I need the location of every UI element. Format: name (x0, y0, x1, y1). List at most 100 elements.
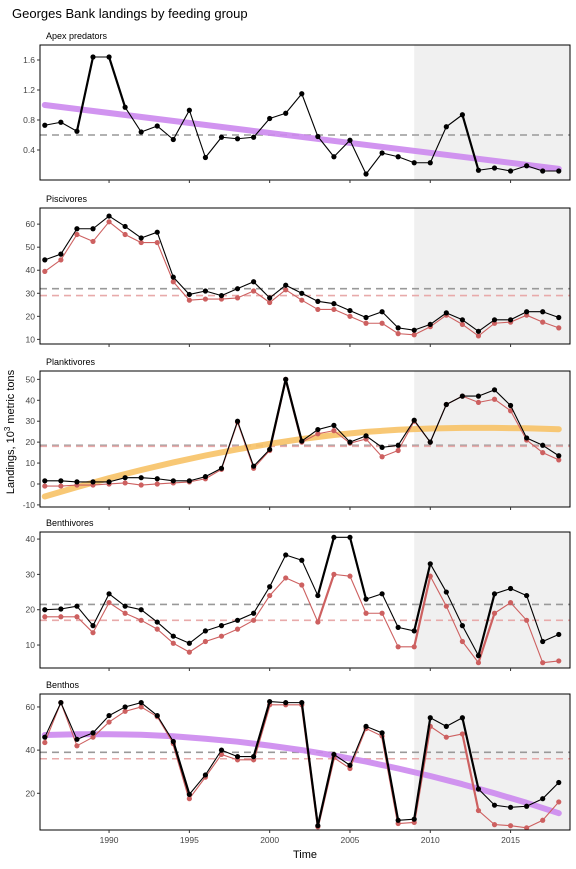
total-point (331, 301, 337, 307)
managed-point (331, 306, 337, 313)
managed-segment (526, 620, 544, 663)
total-point (443, 723, 449, 729)
total-segment (526, 595, 544, 642)
total-point (251, 134, 257, 140)
y-tick-label: 10 (26, 334, 36, 344)
total-segment (253, 118, 271, 138)
managed-point (251, 617, 257, 623)
x-tick-label: 1990 (100, 835, 119, 845)
total-point (299, 438, 305, 444)
total-segment (44, 608, 61, 611)
total-point (540, 638, 546, 645)
total-segment (445, 591, 463, 626)
managed-segment (398, 821, 415, 825)
total-point (58, 478, 64, 484)
managed-segment (429, 725, 447, 738)
managed-segment (173, 481, 190, 484)
managed-point (379, 610, 385, 616)
total-point (556, 314, 562, 321)
total-segment (60, 121, 78, 132)
total-point (491, 591, 498, 597)
managed-segment (269, 577, 287, 596)
managed-segment (125, 482, 142, 486)
managed-segment (381, 322, 399, 335)
total-segment (221, 136, 238, 140)
total-point (524, 309, 530, 315)
managed-point (138, 617, 144, 623)
managed-segment (92, 483, 110, 486)
managed-point (475, 807, 482, 814)
managed-point (170, 640, 176, 646)
managed-segment (92, 221, 110, 242)
total-point (218, 465, 225, 471)
total-segment (413, 563, 432, 632)
total-segment (156, 125, 174, 140)
total-point (106, 213, 112, 219)
managed-point (122, 231, 128, 238)
managed-segment (494, 398, 511, 412)
managed-segment (510, 602, 528, 621)
total-segment (301, 93, 319, 137)
total-point (234, 754, 241, 760)
total-point (443, 589, 449, 595)
managed-point (283, 287, 289, 293)
managed-point (186, 796, 192, 802)
managed-point (507, 600, 514, 606)
total-segment (398, 327, 415, 331)
total-point (507, 804, 514, 810)
managed-segment (253, 290, 270, 303)
total-point (524, 592, 530, 599)
managed-segment (333, 573, 351, 577)
total-point (315, 592, 321, 599)
total-point (556, 453, 562, 459)
managed-point (122, 610, 128, 616)
total-segment (60, 480, 77, 483)
total-point (363, 596, 369, 602)
managed-point (74, 614, 80, 620)
total-segment (349, 140, 367, 175)
total-point (395, 442, 401, 448)
total-segment (124, 106, 142, 133)
total-point (234, 418, 241, 424)
total-segment (413, 717, 432, 820)
panel-piscivores: Piscivores 10 20 30 40 50 60 (26, 194, 571, 347)
total-point (106, 479, 112, 485)
y-tick-label: 1.6 (23, 55, 35, 65)
total-point (58, 700, 64, 706)
total-segment (92, 715, 110, 734)
managed-point (540, 450, 546, 456)
total-segment (430, 717, 447, 727)
managed-point (411, 644, 417, 650)
managed-segment (461, 641, 479, 664)
total-point (267, 115, 273, 122)
total-point (443, 401, 449, 408)
total-segment (124, 702, 142, 708)
total-segment (76, 605, 94, 626)
total-segment (237, 281, 254, 290)
managed-segment (349, 315, 367, 324)
total-segment (429, 126, 447, 163)
total-segment (365, 725, 383, 734)
total-segment (365, 435, 383, 448)
total-segment (494, 804, 511, 808)
total-segment (510, 311, 527, 321)
total-segment (221, 619, 238, 627)
panel-border (39, 531, 571, 669)
managed-segment (526, 439, 544, 454)
managed-point (186, 649, 192, 655)
total-point (379, 150, 385, 156)
managed-segment (188, 776, 206, 800)
managed-segment (381, 613, 399, 648)
managed-point (556, 799, 562, 805)
managed-segment (92, 602, 110, 633)
managed-segment (461, 733, 480, 811)
total-point (106, 54, 112, 60)
total-point (299, 290, 305, 296)
managed-point (411, 332, 417, 338)
total-point (379, 309, 385, 315)
total-point (106, 712, 112, 719)
total-point (202, 772, 209, 778)
total-segment (317, 136, 335, 158)
total-segment (446, 395, 463, 405)
total-point (443, 310, 449, 316)
